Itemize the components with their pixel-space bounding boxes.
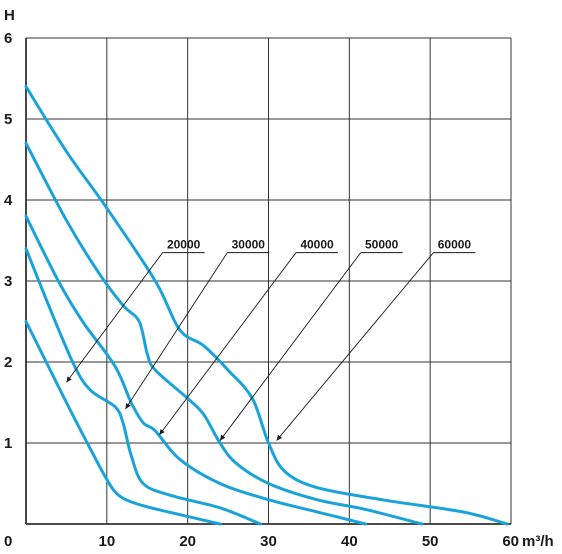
callout-arrowhead <box>220 434 226 441</box>
grid <box>25 37 512 525</box>
callout-leader <box>125 252 228 410</box>
series-lines <box>24 85 509 526</box>
series-line-30000 <box>24 247 262 526</box>
tick-labels: 10 20 30 40 50 60 0 1 2 3 4 5 6 <box>4 30 519 550</box>
series-line-50000 <box>24 141 424 526</box>
x-tick-label: 20 <box>179 533 196 550</box>
x-tick-label: 40 <box>341 533 358 550</box>
callout-label-60000: 60000 <box>438 238 472 252</box>
callout-arrowhead <box>159 429 165 435</box>
y-tick-label: 2 <box>4 354 12 371</box>
callout-leader <box>219 252 362 441</box>
callout-arrowhead <box>125 403 131 409</box>
y-axis-title: H <box>4 7 15 24</box>
series-line-60000 <box>24 85 509 526</box>
x-tick-label: 60 <box>502 533 519 550</box>
callout-arrowhead <box>276 434 283 441</box>
series-line-40000 <box>24 214 367 526</box>
x-axis-title: m³/h <box>522 533 554 550</box>
y-tick-label: 5 <box>4 111 12 128</box>
x-tick-label: 10 <box>98 533 115 550</box>
series-line-20000 <box>24 320 222 526</box>
y-tick-label: 3 <box>4 273 12 290</box>
y-tick-label: 6 <box>4 30 12 47</box>
callout-leader <box>66 252 163 383</box>
callout-leader <box>159 252 297 436</box>
callout-label-30000: 30000 <box>232 238 266 252</box>
y-tick-label: 4 <box>4 192 13 209</box>
x-axis-title-text: m³/h <box>522 533 554 550</box>
callouts: 20000 30000 40000 50000 60000 <box>66 238 476 441</box>
origin-tick-label: 0 <box>4 533 12 550</box>
callout-leader <box>276 252 434 441</box>
callout-label-40000: 40000 <box>300 238 334 252</box>
y-tick-label: 1 <box>4 435 12 452</box>
x-tick-label: 50 <box>422 533 439 550</box>
callout-label-50000: 50000 <box>365 238 399 252</box>
callout-label-20000: 20000 <box>167 238 201 252</box>
x-tick-label: 30 <box>260 533 277 550</box>
callout-arrowhead <box>66 376 72 383</box>
